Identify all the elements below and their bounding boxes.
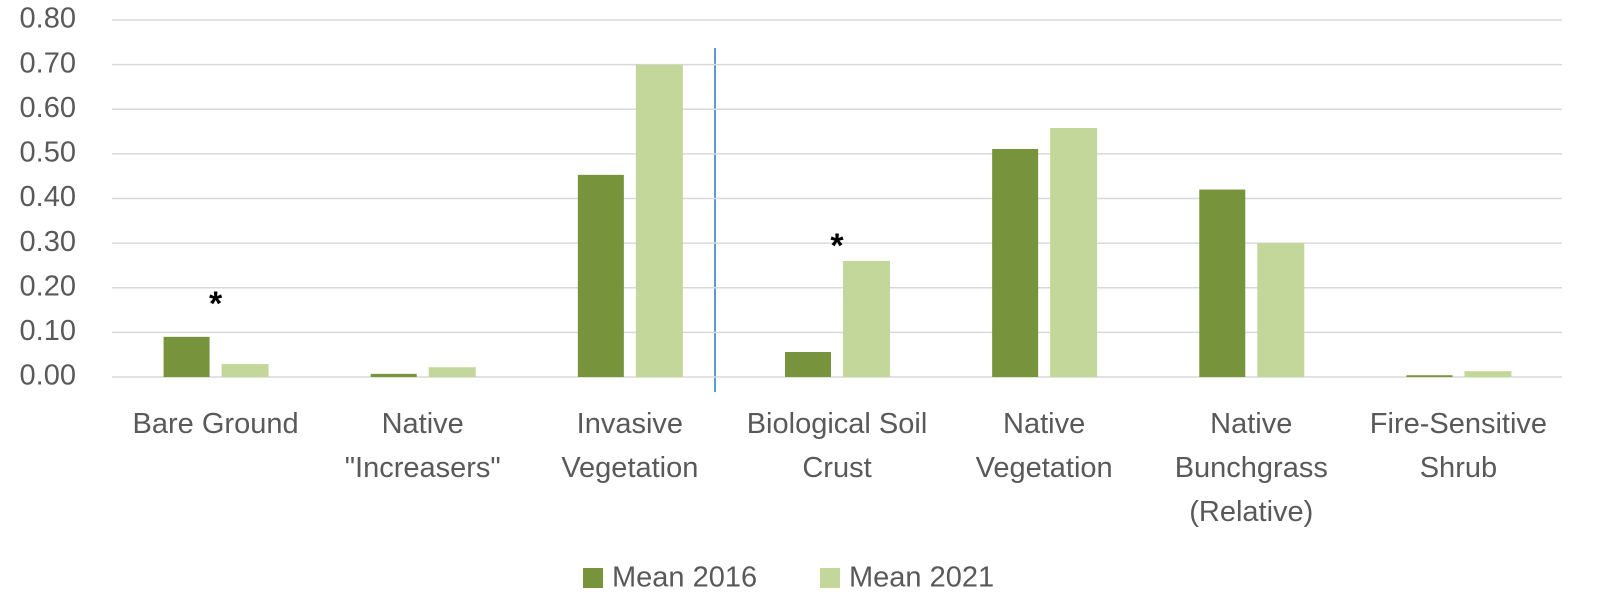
bar [1199,189,1246,377]
y-tick-label: 0.00 [20,360,76,392]
x-tick-label: Native Bunchgrass (Relative) [1175,408,1328,528]
bar [1464,371,1512,377]
bar [843,260,890,377]
legend-swatch [820,568,840,588]
bar [1406,375,1453,377]
x-tick-label: Biological Soil Crust [747,408,928,484]
bar [577,174,624,377]
bar [221,364,269,377]
bar [635,64,683,377]
legend-label: Mean 2021 [849,562,994,594]
x-tick-label: Fire-Sensitive Shrub [1370,408,1547,484]
y-tick-label: 0.80 [20,3,76,35]
y-tick-label: 0.50 [20,137,76,169]
y-tick-label: 0.40 [20,181,76,213]
y-tick-label: 0.70 [20,47,76,79]
y-tick-label: 0.60 [20,92,76,124]
bar [163,336,210,377]
bar [992,148,1039,377]
x-tick-label: Bare Ground [133,408,299,440]
annotation: * [830,227,844,265]
bar [1050,127,1098,378]
bar [1257,243,1305,377]
x-tick-label: Native Vegetation [976,408,1113,484]
annotation: * [209,285,223,323]
legend-label: Mean 2016 [612,562,757,594]
y-tick-label: 0.30 [20,226,76,258]
y-tick-label: 0.10 [20,315,76,347]
y-tick-label: 0.20 [20,270,76,302]
x-tick-label: Invasive Vegetation [561,408,698,484]
bar [370,373,417,377]
x-tick-label: Native "Increasers" [345,408,501,484]
bar [785,352,831,377]
legend-swatch [583,568,603,588]
bar [428,367,476,377]
